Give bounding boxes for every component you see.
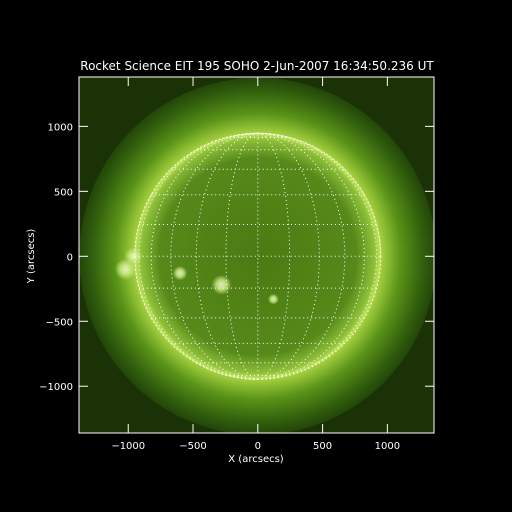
- grid-meridian: [170, 132, 258, 380]
- central-south-active-region: [211, 274, 232, 295]
- x-tick-label: 1000: [375, 441, 400, 452]
- grid-meridian: [257, 132, 291, 380]
- y-tick-label: −500: [46, 317, 73, 328]
- y-tick-label: 0: [67, 252, 73, 263]
- central-south-active-region: [172, 265, 188, 281]
- x-tick-label: −500: [179, 441, 206, 452]
- solar-limb-circle: [134, 132, 382, 380]
- grid-meridian: [257, 132, 365, 380]
- x-axis-ticks: −1000 −500 0 500 1000: [111, 77, 400, 452]
- x-tick-label: −1000: [111, 441, 145, 452]
- y-axis-ticks: −1000 −500 0 500 1000: [39, 122, 434, 393]
- y-axis-label: Y (arcsecs): [26, 229, 37, 285]
- plot-frame: [78, 76, 435, 434]
- y-tick-label: 500: [54, 187, 73, 198]
- x-axis-label: X (arcsecs): [228, 454, 284, 465]
- grid-meridian: [257, 132, 346, 380]
- grid-meridian: [225, 132, 258, 380]
- y-tick-label: 1000: [48, 122, 73, 133]
- y-tick-label: −1000: [39, 382, 73, 393]
- central-south-active-region: [267, 293, 279, 305]
- x-tick-label: 0: [255, 441, 261, 452]
- heliographic-grid: [134, 132, 382, 380]
- grid-meridian: [134, 132, 258, 380]
- east-limb-active-region: [124, 247, 143, 266]
- active-regions: [114, 247, 279, 305]
- plot-title: Rocket Science EIT 195 SOHO 2-Jun-2007 1…: [80, 59, 434, 73]
- x-tick-label: 500: [313, 441, 332, 452]
- grid-meridian: [195, 132, 258, 380]
